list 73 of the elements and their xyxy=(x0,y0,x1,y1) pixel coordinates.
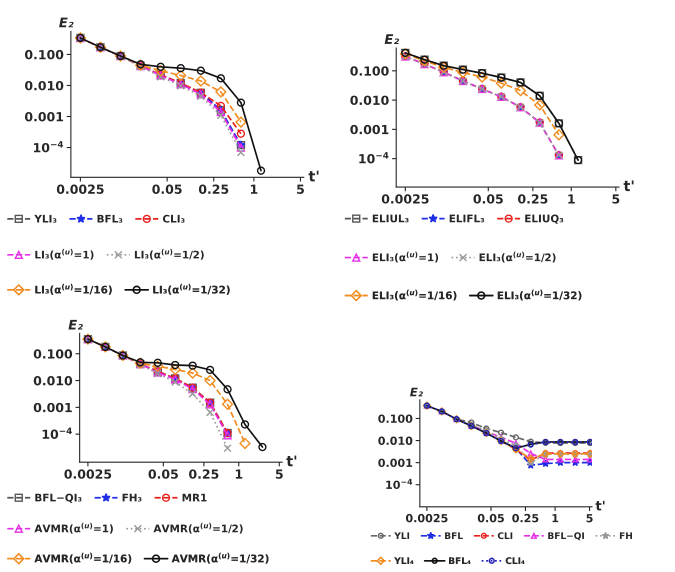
legend-label: AVMR(α$^{(u)}$=1/16) xyxy=(34,552,132,564)
y-axis-title: E₂ xyxy=(59,18,74,28)
x-tick-label: 0.05 xyxy=(478,514,504,522)
legend-label: BFL−QI xyxy=(548,532,584,540)
legend-label: ELI₃(α$^{(u)}$=1/2) xyxy=(480,252,556,263)
x-tick-label: 0.05 xyxy=(152,184,182,194)
y-tick-label: 0.001 xyxy=(378,458,412,468)
y-tick-label: 0.010 xyxy=(34,376,72,386)
x-tick-label: 1 xyxy=(568,194,575,204)
x-tick-label: 0.0025 xyxy=(406,514,448,522)
x-tick-label: 0.05 xyxy=(473,194,503,204)
x-tick-label: 5 xyxy=(612,194,620,204)
x-tick-label: 1 xyxy=(552,514,558,522)
x-tick-label: 0.25 xyxy=(198,184,228,194)
legend-label: ELI₃(α$^{(u)}$=1/16) xyxy=(372,290,456,301)
y-tick-label: 0.010 xyxy=(350,96,389,106)
legend-label: AVMR(α$^{(u)}$=1) xyxy=(34,522,113,534)
y-tick-label: 0.100 xyxy=(378,414,412,423)
y-axis-title: E₂ xyxy=(384,34,400,44)
x-axis-title: t' xyxy=(286,456,296,466)
x-axis-title: t' xyxy=(596,500,605,510)
y-tick-label: 0.001 xyxy=(24,112,64,122)
legend-label: YLI₃ xyxy=(34,214,56,223)
y-tick-label: 0.100 xyxy=(34,349,72,359)
legend-label: CLI xyxy=(498,532,512,540)
y-tick-label: 0.100 xyxy=(350,66,389,76)
x-tick-label: 5 xyxy=(297,184,304,194)
x-tick-label: 0.25 xyxy=(512,514,538,522)
x-tick-label: 0.25 xyxy=(518,194,548,204)
y-axis-title: E₂ xyxy=(68,320,83,330)
legend-label: FH xyxy=(620,532,632,539)
legend-label: LI₃(α$^{(u)}$=1/2) xyxy=(134,248,204,260)
legend-label: ELI₃(α$^{(u)}$=1) xyxy=(372,252,438,263)
x-axis-title: t' xyxy=(308,170,318,182)
y-tick-label: 10$^{−4}$ xyxy=(34,141,64,152)
legend-label: BFL xyxy=(445,532,463,539)
x-axis-title: t' xyxy=(624,180,634,192)
x-tick-label: 5 xyxy=(586,514,593,522)
y-tick-label: 0.100 xyxy=(24,50,64,60)
y-tick-label: 0.001 xyxy=(350,124,388,134)
legend-label: ELI₃(α$^{(u)}$=1/32) xyxy=(498,290,582,301)
y-tick-label: 0.001 xyxy=(34,402,72,412)
legend-label: ELIUL₃ xyxy=(372,214,409,222)
legend-label: CLI₃ xyxy=(162,214,185,223)
legend-label: CLI₄ xyxy=(506,557,525,564)
y-tick-label: 0.010 xyxy=(378,436,412,445)
x-tick-label: 1 xyxy=(250,184,258,194)
x-tick-label: 0.0025 xyxy=(56,184,104,194)
x-tick-label: 0.0025 xyxy=(64,469,112,479)
legend-label: AVMR(α$^{(u)}$=1/2) xyxy=(153,522,243,534)
legend-label: MR1 xyxy=(182,494,207,502)
legend-label: ELIUQ₃ xyxy=(525,214,564,224)
legend-label: ELIFL₃ xyxy=(450,214,484,222)
legend-label: YLI xyxy=(394,532,410,539)
x-tick-label: 0.05 xyxy=(148,469,178,479)
legend-label: FH₃ xyxy=(122,494,142,502)
legend-label: BFL₄ xyxy=(449,557,471,564)
y-tick-label: 0.010 xyxy=(24,80,64,90)
y-tick-label: 10$^{−4}$ xyxy=(386,478,412,490)
legend-label: BFL−QI₃ xyxy=(35,494,82,503)
legend-label: LI₃(α$^{(u)}$=1/32) xyxy=(153,284,230,295)
x-tick-label: 1 xyxy=(236,470,242,479)
y-tick-label: 10$^{−4}$ xyxy=(42,428,72,439)
x-tick-label: 0.25 xyxy=(189,469,218,479)
legend-label: BFL₃ xyxy=(98,214,122,223)
x-tick-label: 0.0025 xyxy=(382,194,429,204)
legend-label: AVMR(α$^{(u)}$=1/32) xyxy=(172,552,268,564)
legend-label: LI₃(α$^{(u)}$=1/16) xyxy=(35,284,112,295)
y-axis-title: E₂ xyxy=(410,388,423,396)
y-tick-label: 10$^{−4}$ xyxy=(359,152,388,164)
x-tick-label: 5 xyxy=(276,470,283,479)
legend-label: YLI₄ xyxy=(394,557,414,564)
legend-label: LI₃(α$^{(u)}$=1) xyxy=(35,248,94,260)
